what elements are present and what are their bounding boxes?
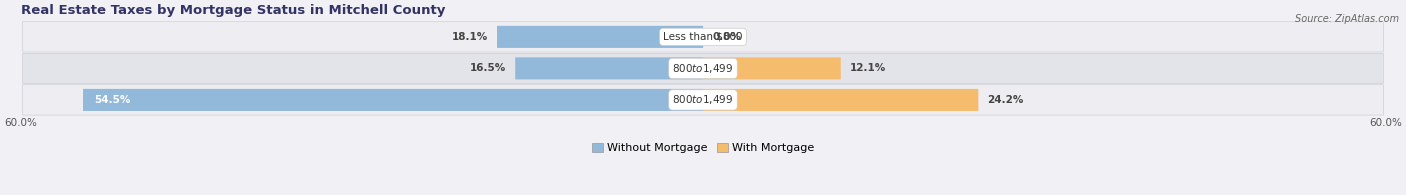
FancyBboxPatch shape xyxy=(515,57,703,79)
Text: 16.5%: 16.5% xyxy=(470,63,506,73)
Text: 18.1%: 18.1% xyxy=(451,32,488,42)
Legend: Without Mortgage, With Mortgage: Without Mortgage, With Mortgage xyxy=(588,138,818,157)
FancyBboxPatch shape xyxy=(22,22,1384,52)
Text: $800 to $1,499: $800 to $1,499 xyxy=(672,93,734,106)
FancyBboxPatch shape xyxy=(498,26,703,48)
Text: $800 to $1,499: $800 to $1,499 xyxy=(672,62,734,75)
Text: 24.2%: 24.2% xyxy=(987,95,1024,105)
FancyBboxPatch shape xyxy=(703,57,841,79)
Text: Less than $800: Less than $800 xyxy=(664,32,742,42)
FancyBboxPatch shape xyxy=(83,89,703,111)
FancyBboxPatch shape xyxy=(22,53,1384,83)
Text: 0.0%: 0.0% xyxy=(711,32,741,42)
FancyBboxPatch shape xyxy=(22,85,1384,115)
Text: 12.1%: 12.1% xyxy=(849,63,886,73)
Text: Real Estate Taxes by Mortgage Status in Mitchell County: Real Estate Taxes by Mortgage Status in … xyxy=(21,4,444,17)
Text: Source: ZipAtlas.com: Source: ZipAtlas.com xyxy=(1295,14,1399,24)
Text: 54.5%: 54.5% xyxy=(94,95,131,105)
FancyBboxPatch shape xyxy=(703,89,979,111)
